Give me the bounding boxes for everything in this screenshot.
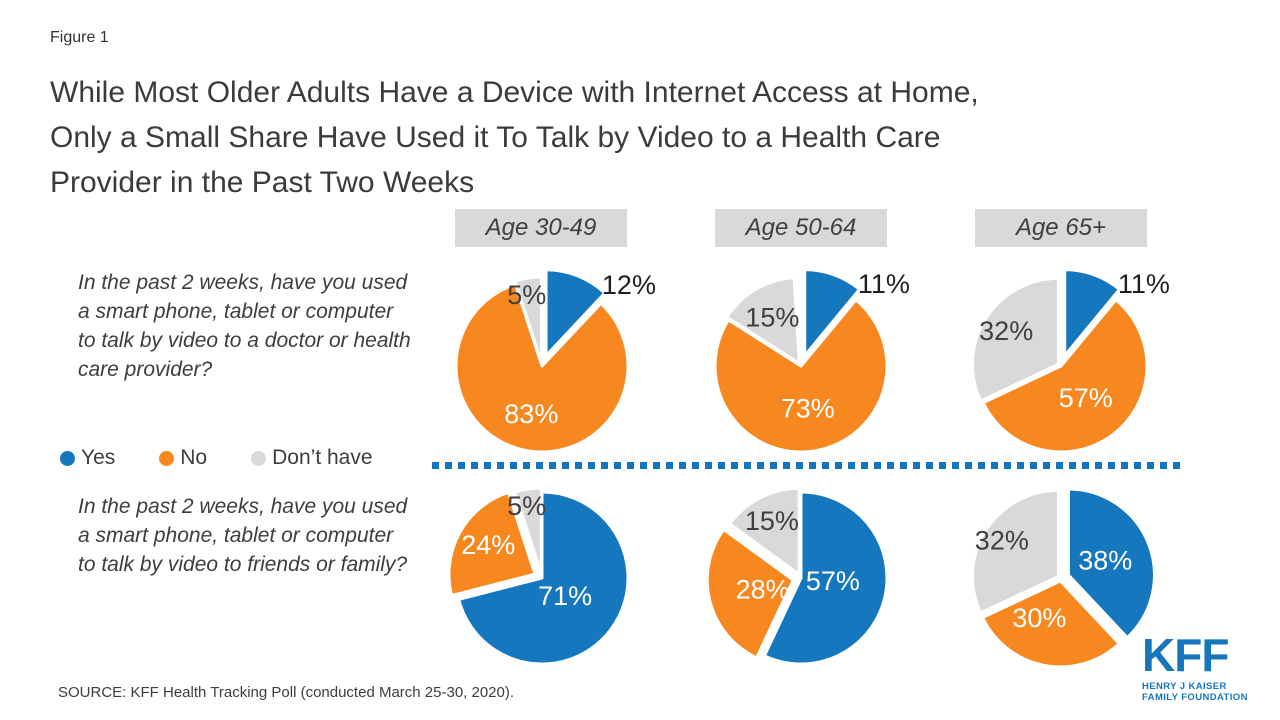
question-friends: In the past 2 weeks, have you used a sma… (78, 495, 408, 576)
kff-logo-subtext: HENRY J KAISER FAMILY FOUNDATION (1142, 681, 1248, 703)
pie-slice-dont_have (970, 488, 1060, 615)
chart-legend: Yes No Don’t have (60, 446, 373, 470)
pie-label: 57% (1059, 383, 1113, 413)
pie-slice-no (713, 298, 889, 454)
pie-slice-no (705, 527, 795, 660)
pie-chart-friends-age-65plus: 38% 30% 32% (941, 458, 1181, 698)
pie-chart-doctor-age-30-49: 12% 83% 5% (422, 246, 662, 486)
pie-label: 28% (736, 574, 790, 604)
pie-slice-dont_have (728, 486, 801, 576)
pie-slice-yes (544, 268, 607, 358)
dotted-divider (432, 462, 1185, 469)
page-title: While Most Older Adults Have a Device wi… (50, 70, 1230, 205)
legend-dot-yes (60, 450, 75, 466)
pie-chart-friends-age-30-49: 71% 24% 5% (422, 458, 662, 698)
pie-slice-dont_have (970, 276, 1060, 403)
pie-chart-friends-age-50-64: 57% 28% 15% (681, 458, 921, 698)
pie-label: 12% (602, 270, 656, 300)
source-note: SOURCE: KFF Health Tracking Poll (conduc… (58, 684, 515, 701)
pie-label: 11% (858, 269, 910, 299)
pie-slice-yes (762, 490, 889, 666)
pie-slice-dont_have (513, 486, 543, 576)
pie-label: 57% (806, 566, 860, 596)
legend-item-dont-have: Don’t have (251, 446, 373, 470)
kff-logo-text: KFF (1142, 629, 1229, 681)
kff-logo: KFF HENRY J KAISER FAMILY FOUNDATION (1142, 632, 1248, 703)
pie-label: 15% (745, 303, 799, 333)
pie-slice-no (447, 490, 537, 598)
pie-label: 30% (1012, 603, 1066, 633)
pie-slice-yes (1066, 487, 1156, 640)
pie-slice-dont_have (725, 276, 801, 365)
age-group-header-65plus: Age 65+ (975, 209, 1147, 247)
pie-slice-yes (1063, 268, 1122, 358)
question-doctor: In the past 2 weeks, have you used a sma… (78, 271, 411, 381)
pie-label: 83% (504, 399, 558, 429)
legend-item-no: No (159, 446, 207, 470)
pie-label: 71% (538, 581, 592, 611)
pie-slice-no (981, 298, 1149, 454)
legend-label-dont-have: Don’t have (272, 446, 373, 469)
pie-slice-yes (457, 490, 630, 666)
legend-dot-dont-have (251, 450, 267, 466)
pie-label: 5% (507, 491, 546, 521)
pie-slice-dont_have (513, 275, 544, 365)
pie-slice-yes (803, 268, 862, 358)
title-line-1: While Most Older Adults Have a Device wi… (50, 76, 979, 109)
legend-dot-no (159, 450, 175, 466)
pie-label: 32% (975, 525, 1029, 555)
title-line-3: Provider in the Past Two Weeks (50, 166, 475, 199)
pie-label: 73% (781, 393, 835, 423)
age-group-header-30-49: Age 30-49 (455, 209, 627, 247)
legend-label-yes: Yes (81, 446, 116, 469)
pie-slice-no (981, 579, 1121, 669)
pie-slice-no (454, 282, 630, 454)
pie-chart-doctor-age-50-64: 11% 73% 15% (681, 246, 921, 486)
age-group-header-50-64: Age 50-64 (715, 209, 887, 247)
pie-label: 38% (1078, 545, 1132, 575)
legend-item-yes: Yes (60, 446, 115, 470)
pie-label: 32% (979, 316, 1033, 346)
pie-label: 24% (461, 530, 515, 560)
pie-chart-doctor-age-65plus: 11% 57% 32% (941, 246, 1181, 486)
pie-label: 11% (1118, 269, 1170, 299)
pie-label: 5% (507, 280, 546, 310)
figure-label: Figure 1 (50, 29, 109, 46)
pie-label: 15% (745, 506, 799, 536)
legend-label-no: No (180, 446, 208, 469)
title-line-2: Only a Small Share Have Used it To Talk … (50, 121, 941, 154)
